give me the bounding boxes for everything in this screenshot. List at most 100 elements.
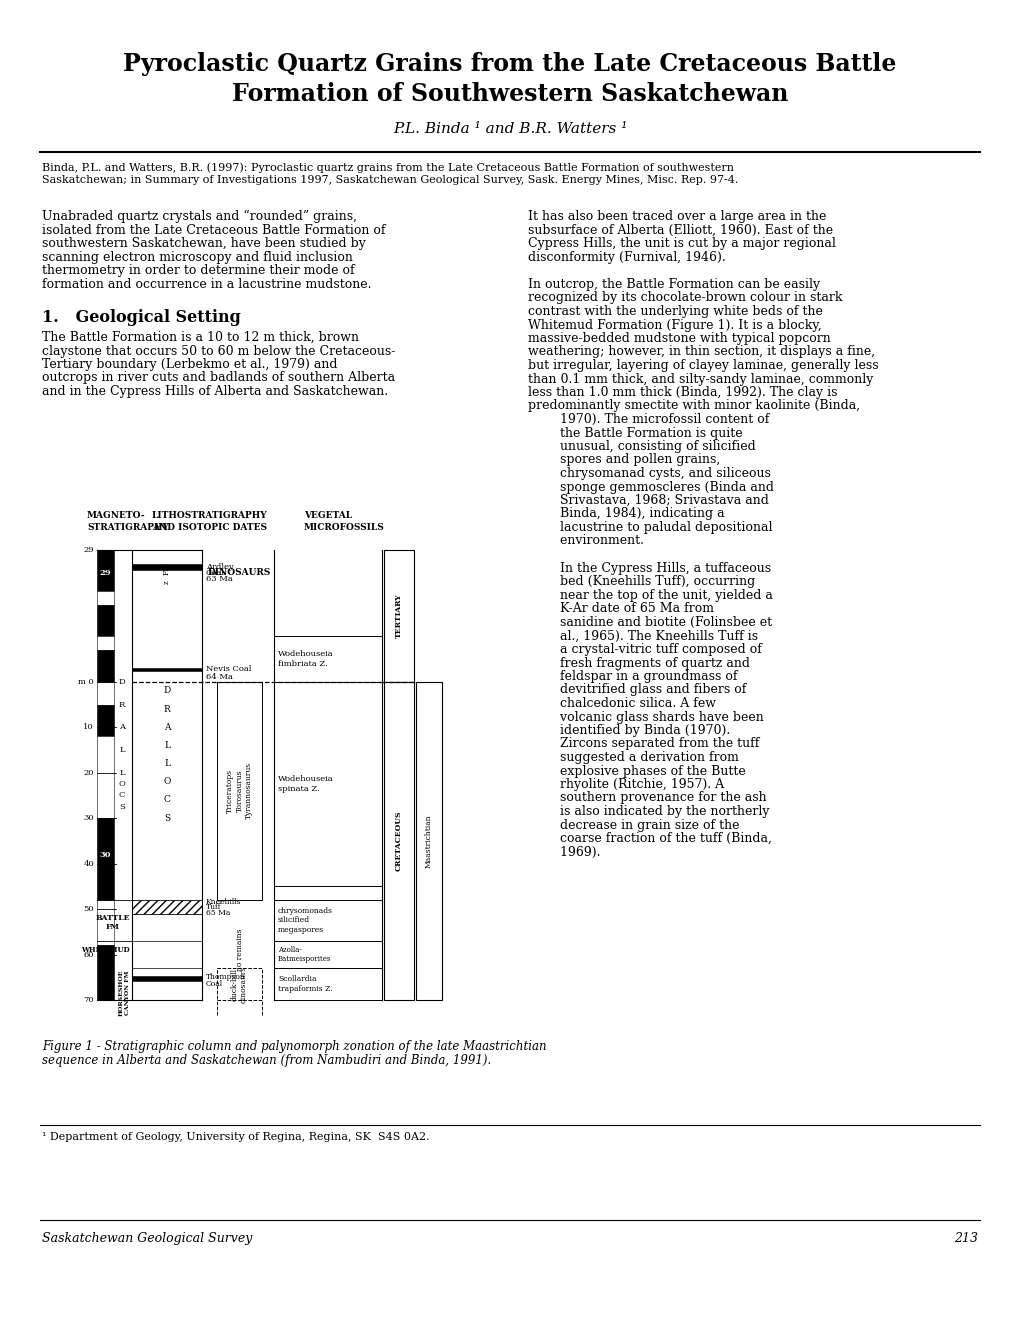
Text: The Battle Formation is a 10 to 12 m thick, brown: The Battle Formation is a 10 to 12 m thi… xyxy=(42,331,359,345)
Text: AND ISOTOPIC DATES: AND ISOTOPIC DATES xyxy=(152,523,267,532)
Bar xyxy=(131,941,202,968)
Text: 1969).: 1969). xyxy=(528,846,600,858)
Text: HORSESHOE
CANYON FM: HORSESHOE CANYON FM xyxy=(119,970,129,1016)
Text: duck-bill
dinosaurs: duck-bill dinosaurs xyxy=(230,965,248,1003)
Text: is also indicated by the northerly: is also indicated by the northerly xyxy=(528,805,768,818)
Text: fresh fragments of quartz and: fresh fragments of quartz and xyxy=(528,656,749,669)
Text: southern provenance for the ash: southern provenance for the ash xyxy=(528,792,766,804)
Text: L: L xyxy=(119,768,124,776)
Text: than 0.1 mm thick, and silty-sandy laminae, commonly: than 0.1 mm thick, and silty-sandy lamin… xyxy=(528,372,872,385)
Text: disconformity (Furnival, 1946).: disconformity (Furnival, 1946). xyxy=(528,251,726,264)
Text: formation and occurrence in a lacustrine mudstone.: formation and occurrence in a lacustrine… xyxy=(42,277,371,290)
Text: less than 1.0 mm thick (Binda, 1992). The clay is: less than 1.0 mm thick (Binda, 1992). Th… xyxy=(528,385,837,399)
Text: Nevis Coal: Nevis Coal xyxy=(206,665,252,673)
Text: It has also been traced over a large area in the: It has also been traced over a large are… xyxy=(528,210,825,223)
Text: devitrified glass and fibers of: devitrified glass and fibers of xyxy=(528,684,746,697)
Text: Kneehills: Kneehills xyxy=(206,898,242,906)
Text: Cypress Hills, the unit is cut by a major regional: Cypress Hills, the unit is cut by a majo… xyxy=(528,238,835,249)
Text: C: C xyxy=(118,792,125,800)
Text: rhyolite (Ritchie, 1957). A: rhyolite (Ritchie, 1957). A xyxy=(528,777,723,791)
Text: southwestern Saskatchewan, have been studied by: southwestern Saskatchewan, have been stu… xyxy=(42,238,366,249)
Text: L: L xyxy=(164,759,170,768)
Bar xyxy=(383,682,414,1001)
Text: scanning electron microscopy and fluid inclusion: scanning electron microscopy and fluid i… xyxy=(42,251,353,264)
Text: Wodehouseia
spinata Z.: Wodehouseia spinata Z. xyxy=(278,775,333,793)
Text: chalcedonic silica. A few: chalcedonic silica. A few xyxy=(528,697,715,710)
Bar xyxy=(97,737,114,818)
Text: Binda, 1984), indicating a: Binda, 1984), indicating a xyxy=(528,507,723,520)
Text: a crystal-vitric tuff composed of: a crystal-vitric tuff composed of xyxy=(528,643,761,656)
Text: Whitemud Formation (Figure 1). It is a blocky,: Whitemud Formation (Figure 1). It is a b… xyxy=(528,318,821,331)
Text: weathering; however, in thin section, it displays a fine,: weathering; however, in thin section, it… xyxy=(528,346,874,359)
Bar xyxy=(274,682,382,886)
Text: sanidine and biotite (Folinsbee et: sanidine and biotite (Folinsbee et xyxy=(528,616,771,630)
Text: Saskatchewan Geological Survey: Saskatchewan Geological Survey xyxy=(42,1232,252,1245)
Text: TERTIARY: TERTIARY xyxy=(394,594,403,639)
Text: FM: FM xyxy=(163,562,171,574)
Bar xyxy=(97,705,114,737)
Text: outcrops in river cuts and badlands of southern Alberta: outcrops in river cuts and badlands of s… xyxy=(42,371,394,384)
Text: L: L xyxy=(164,741,170,750)
Text: Wodehouseia
fimbriata Z.: Wodehouseia fimbriata Z. xyxy=(278,651,333,668)
Text: suggested a derivation from: suggested a derivation from xyxy=(528,751,738,764)
Text: R: R xyxy=(119,701,125,709)
Text: 63 Ma: 63 Ma xyxy=(206,574,232,582)
Text: MAGNETO-: MAGNETO- xyxy=(87,511,146,520)
Text: sequence in Alberta and Saskatchewan (from Nambudiri and Binda, 1991).: sequence in Alberta and Saskatchewan (fr… xyxy=(42,1053,491,1067)
Bar xyxy=(131,977,202,981)
Text: Coal: Coal xyxy=(206,981,223,989)
Text: Saskatchewan; in Summary of Investigations 1997, Saskatchewan Geological Survey,: Saskatchewan; in Summary of Investigatio… xyxy=(42,176,738,185)
Text: the Battle Formation is quite: the Battle Formation is quite xyxy=(528,426,742,440)
Text: Scollardia
trapaformis Z.: Scollardia trapaformis Z. xyxy=(278,975,332,993)
Text: Formation of Southwestern Saskatchewan: Formation of Southwestern Saskatchewan xyxy=(231,82,788,106)
Text: L: L xyxy=(119,746,124,754)
Text: BATTLE
FM: BATTLE FM xyxy=(96,915,129,932)
Text: identified by Binda (1970).: identified by Binda (1970). xyxy=(528,723,730,737)
Text: al., 1965). The Kneehills Tuff is: al., 1965). The Kneehills Tuff is xyxy=(528,630,757,643)
Text: lacustrine to paludal depositional: lacustrine to paludal depositional xyxy=(528,521,771,535)
Text: 1.   Geological Setting: 1. Geological Setting xyxy=(42,309,240,326)
Text: coarse fraction of the tuff (Binda,: coarse fraction of the tuff (Binda, xyxy=(528,832,771,845)
Text: S: S xyxy=(164,813,170,822)
Text: S: S xyxy=(119,803,124,810)
Text: 60: 60 xyxy=(84,950,94,958)
Text: 30: 30 xyxy=(99,850,111,858)
Text: O: O xyxy=(163,777,170,787)
Text: DINOSAURS: DINOSAURS xyxy=(208,568,271,577)
Text: spores and pollen grains,: spores and pollen grains, xyxy=(528,454,719,466)
Text: 10: 10 xyxy=(84,723,94,731)
Text: WHITEMUD
FM: WHITEMUD FM xyxy=(82,946,129,964)
Text: 50: 50 xyxy=(84,906,94,913)
Text: A: A xyxy=(119,723,125,731)
Text: D: D xyxy=(163,686,170,696)
Text: volcanic glass shards have been: volcanic glass shards have been xyxy=(528,710,763,723)
Bar xyxy=(97,900,114,945)
Text: recognized by its chocolate-brown colour in stark: recognized by its chocolate-brown colour… xyxy=(528,292,842,305)
Bar xyxy=(274,900,382,941)
Text: subsurface of Alberta (Elliott, 1960). East of the: subsurface of Alberta (Elliott, 1960). E… xyxy=(528,223,833,236)
Text: LITHOSTRATIGRAPHY: LITHOSTRATIGRAPHY xyxy=(152,511,267,520)
Text: In outcrop, the Battle Formation can be easily: In outcrop, the Battle Formation can be … xyxy=(528,279,819,290)
Bar xyxy=(97,605,114,636)
Bar xyxy=(97,818,114,900)
Text: Thompson: Thompson xyxy=(206,973,246,981)
Text: STRATIGRAPHY: STRATIGRAPHY xyxy=(87,523,169,532)
Bar xyxy=(131,900,202,913)
Text: D: D xyxy=(118,677,125,686)
Text: no remains: no remains xyxy=(235,929,244,972)
Text: Binda, P.L. and Watters, B.R. (1997): Pyroclastic quartz grains from the Late Cr: Binda, P.L. and Watters, B.R. (1997): Py… xyxy=(42,162,734,173)
Text: C: C xyxy=(163,796,170,804)
Text: Tertiary boundary (Lerbekmo et al., 1979) and: Tertiary boundary (Lerbekmo et al., 1979… xyxy=(42,358,337,371)
Text: Tuff: Tuff xyxy=(206,903,221,911)
Text: sponge gemmoscleres (Binda and: sponge gemmoscleres (Binda and xyxy=(528,480,773,494)
Text: 29: 29 xyxy=(84,546,94,554)
Text: A: A xyxy=(164,723,170,731)
Text: Coal: Coal xyxy=(206,569,225,577)
Text: chrysomonads
silicified
megaspores: chrysomonads silicified megaspores xyxy=(278,907,332,933)
Text: In the Cypress Hills, a tuffaceous: In the Cypress Hills, a tuffaceous xyxy=(528,562,770,576)
Bar xyxy=(97,550,114,591)
Text: massive-bedded mudstone with typical popcorn: massive-bedded mudstone with typical pop… xyxy=(528,333,829,345)
Text: 65 Ma: 65 Ma xyxy=(206,908,230,917)
Bar xyxy=(274,941,382,968)
Text: Zircons separated from the tuff: Zircons separated from the tuff xyxy=(528,738,758,751)
